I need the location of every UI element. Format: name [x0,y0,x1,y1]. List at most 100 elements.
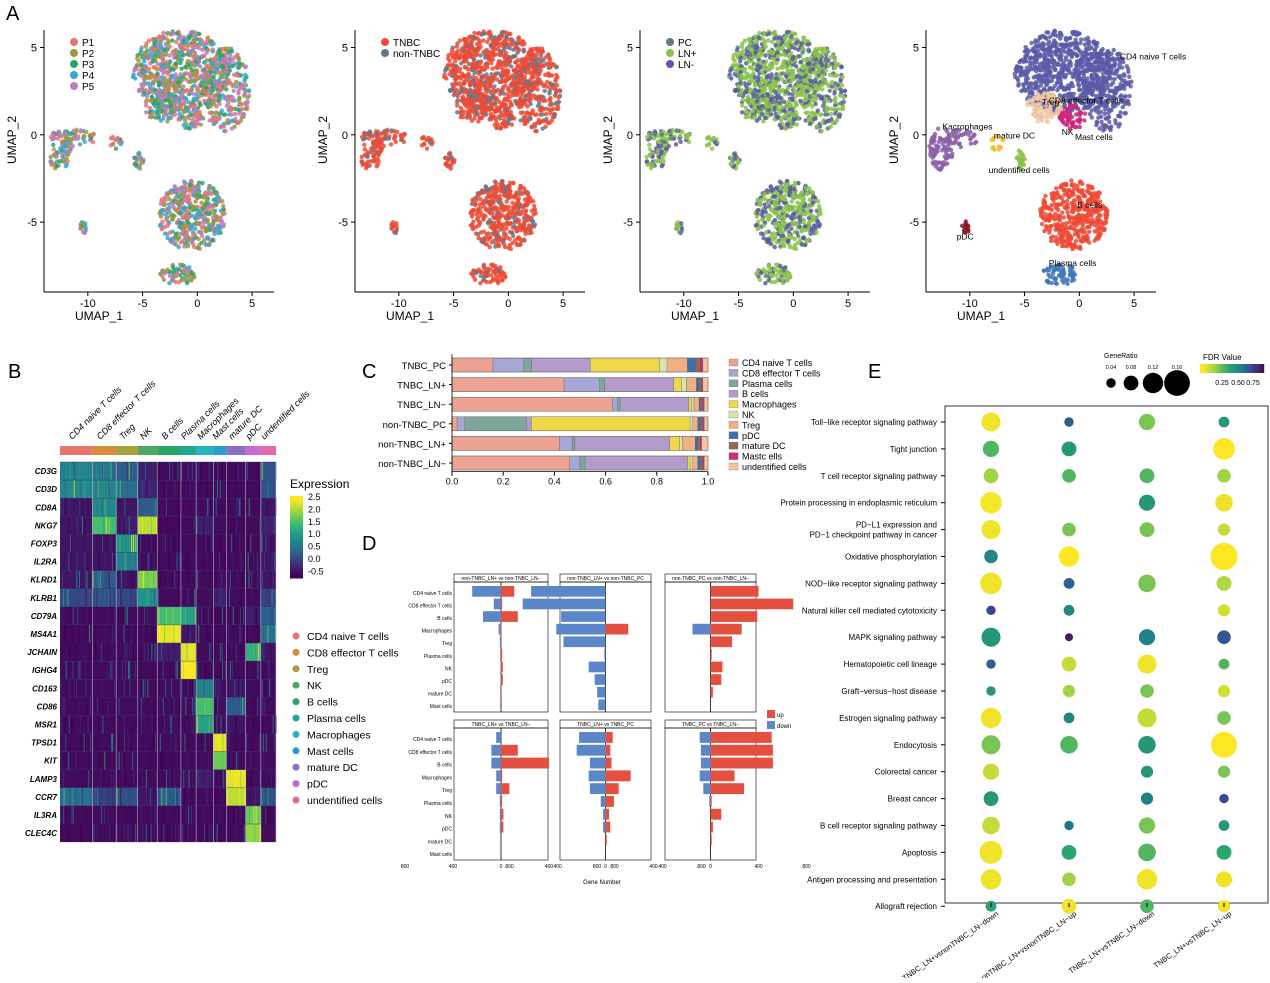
umap-point [524,209,528,213]
umap-point [485,40,489,44]
umap-point [506,55,510,59]
umap-point [185,220,189,224]
umap-point [811,67,815,71]
umap-point [748,41,752,45]
umap-point [534,129,538,133]
umap-point [516,236,520,240]
legend-marker [70,71,78,79]
umap-point [164,217,168,221]
umap-point [805,66,809,70]
umap-point [495,77,499,81]
umap-point [840,107,844,111]
umap-point [738,56,742,60]
umap-point [513,71,517,75]
umap-point [138,51,142,55]
umap-point [203,242,207,246]
umap-point [229,108,233,112]
umap-point [480,97,484,101]
umap-point [548,65,552,69]
umap-point [747,59,751,63]
y-tick-label: 5 [342,42,348,54]
umap-point [143,70,147,74]
umap-point [172,268,176,272]
umap-point [793,32,797,36]
umap-point [500,30,504,34]
umap-point [162,48,166,52]
umap-point [529,57,533,61]
umap-point [791,76,795,80]
umap-point [739,70,743,74]
umap-point [186,188,190,192]
umap-point [660,149,664,153]
umap-point [824,97,828,101]
umap-point [791,55,795,59]
umap-point [194,96,198,100]
umap-point [738,81,742,85]
umap-point [819,96,823,100]
umap-point [167,79,171,83]
panel-letter-b: B [8,361,21,383]
umap-point [468,50,472,54]
umap-point [740,103,744,107]
umap-point [231,63,235,67]
umap-point [198,41,202,45]
umap-point [174,40,178,44]
umap-point [188,74,192,78]
umap-point [528,50,532,54]
umap-point [475,52,479,56]
umap-point [167,192,171,196]
umap-point [225,78,229,82]
umap-point [758,65,762,69]
umap-point [144,44,148,48]
umap-point [493,101,497,105]
umap-point [758,48,762,52]
umap-point [801,91,805,95]
umap-point [493,123,497,127]
umap-point [771,100,775,104]
umap-point [834,61,838,65]
umap-point [475,112,479,116]
umap-point [182,101,186,105]
umap-point [394,140,398,144]
legend-label: P3 [82,60,95,71]
umap-point [735,62,739,66]
umap-point [243,65,247,69]
umap-point [177,235,181,239]
umap-point [160,78,164,82]
umap-point [209,192,213,196]
umap-point [139,74,143,78]
legend-label: P2 [82,49,95,60]
umap-point [205,236,209,240]
umap-point [244,75,248,79]
umap-point [812,117,816,121]
umap-point [833,57,837,61]
umap-point [164,52,168,56]
umap-point [747,37,751,41]
umap-point [493,264,497,268]
umap-point [802,35,806,39]
umap-point [159,99,163,103]
umap-point [781,52,785,56]
umap-point [503,187,507,191]
umap-point [187,198,191,202]
umap-point [535,87,539,91]
umap-point [175,274,179,278]
umap-point [399,133,403,137]
umap-point [192,275,196,279]
umap-point [471,208,475,212]
umap-point [135,56,139,60]
umap-point [196,212,200,216]
umap-point [166,223,170,227]
umap-point [489,76,493,80]
umap-point [363,153,367,157]
umap-point [159,45,163,49]
umap-point [169,97,173,101]
legend-marker [70,82,78,90]
umap-point [508,243,512,247]
umap-point [496,220,500,224]
umap-point [217,224,221,228]
umap-point [656,134,660,138]
umap-point [247,89,251,93]
